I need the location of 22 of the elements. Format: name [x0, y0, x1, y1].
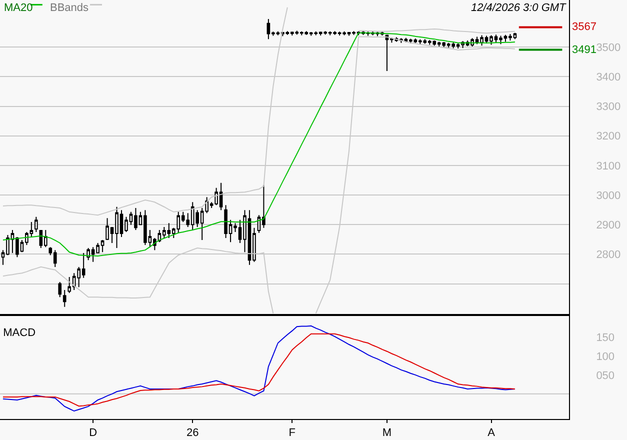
ref-line-label: 3491	[572, 44, 596, 56]
text: MACD	[3, 327, 36, 340]
y-tick-label: 050	[596, 370, 615, 382]
x-tick-label: M	[382, 427, 392, 440]
y-tick-label: 3200	[596, 130, 621, 143]
x-tick-label: F	[288, 427, 296, 440]
x-tick-label: D	[89, 427, 98, 440]
y-tick-label: 3100	[596, 160, 621, 172]
y-tick-label: 150	[596, 332, 615, 344]
y-tick-label: 3500	[596, 42, 621, 54]
legend-label: MA20	[4, 2, 33, 14]
annotation: 12/4/2026 3:0 GMT	[471, 2, 568, 14]
x-tick-label: A	[488, 427, 496, 440]
y-tick-label: 2800	[596, 249, 621, 262]
y-tick-label: 3400	[596, 72, 621, 84]
y-tick-label: 2900	[596, 219, 621, 232]
x-tick-label: 26	[186, 427, 199, 440]
ref-line-label: 3567	[572, 21, 596, 33]
y-tick-label: 100	[596, 350, 615, 363]
legend-label: BBands	[50, 2, 90, 14]
y-tick-label: 3300	[596, 101, 621, 114]
y-tick-label: 3000	[596, 190, 621, 202]
